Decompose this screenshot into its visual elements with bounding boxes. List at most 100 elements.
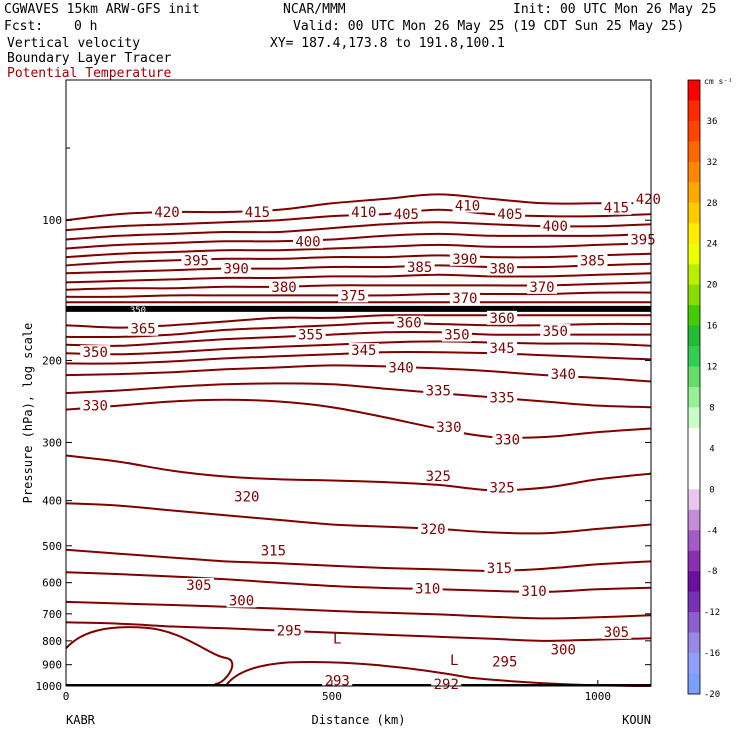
- contour-label: 400: [543, 219, 568, 235]
- contour-label-layer: 420 415 410 405 410 405 400 415 420 395 390 400 385 3…: [80, 191, 664, 693]
- contour-label: 365: [130, 322, 155, 338]
- colorbar-label: 36: [707, 117, 718, 127]
- contour-label-bg: [441, 327, 472, 342]
- isentrope-405: [65, 232, 652, 250]
- contour-label-bg: [431, 676, 462, 691]
- colorbar-swatch: [688, 407, 700, 429]
- contour-label-bg: [487, 340, 518, 355]
- contour-label-bg: [258, 543, 289, 558]
- isentrope-305: [65, 600, 652, 620]
- colorbar-label: 16: [707, 322, 718, 332]
- colorbar-label: 8: [709, 403, 714, 413]
- colorbar-swatch: [688, 161, 700, 183]
- contour-label: 295: [277, 623, 302, 639]
- isentrope-295-left: [65, 626, 234, 685]
- contour-label: 325: [489, 481, 514, 497]
- colorbar-frame: [687, 79, 701, 695]
- colorbar-label: 4: [709, 444, 714, 454]
- x-axis-label: Distance (km): [312, 713, 406, 727]
- contour-label-bg: [226, 593, 257, 608]
- isentrope-320: [65, 502, 652, 535]
- contour-label-bg: [487, 310, 518, 325]
- colorbar-swatch: [688, 653, 700, 675]
- contour-label-bg: [322, 673, 353, 688]
- colorbar-swatch: [688, 100, 700, 122]
- contour-label: 300: [551, 643, 576, 659]
- colorbar-swatch: [688, 427, 700, 449]
- y-tick-label: 800: [42, 635, 62, 648]
- x-tick-label: 500: [322, 690, 342, 703]
- y-tick-label: 900: [42, 659, 62, 672]
- contour-label: 410: [351, 205, 376, 221]
- contour-label-bg: [449, 291, 480, 306]
- colorbar-swatch: [688, 489, 700, 511]
- contour-label-bg: [601, 624, 632, 639]
- colorbar-label: -8: [707, 567, 718, 577]
- contour-label: 395: [184, 253, 209, 269]
- contour-label-bg: [633, 191, 664, 206]
- contour-label-bg: [242, 204, 273, 219]
- colorbar-swatch: [688, 571, 700, 593]
- contour-label: 410: [455, 199, 480, 215]
- contour-label-bg: [348, 343, 379, 358]
- contour-label-bg: [423, 468, 454, 483]
- contour-label: 400: [295, 234, 320, 250]
- contour-layer: [65, 193, 652, 687]
- contour-label: 380: [489, 262, 514, 278]
- contour-label: 395: [630, 232, 655, 248]
- contour-label: 305: [604, 625, 629, 641]
- colorbar-swatch: [688, 632, 700, 654]
- contour-label: 330: [436, 420, 461, 436]
- colorbar-label: -4: [707, 526, 718, 536]
- contour-label-bg: [519, 583, 549, 598]
- contour-label: 360: [489, 311, 514, 327]
- isentrope-300: [65, 621, 652, 642]
- colorbar-label: 24: [707, 240, 718, 250]
- contour-label-bg: [492, 432, 523, 447]
- isentrope-315: [65, 548, 652, 572]
- contour-label-bg: [80, 398, 111, 413]
- contour-label-bg: [423, 383, 454, 398]
- colorbar-unit: cm s⁻¹: [704, 77, 733, 86]
- org-label: NCAR/MMM: [283, 2, 346, 17]
- isentrope-365: [65, 314, 651, 329]
- contour-label: 340: [388, 360, 413, 376]
- colorbar-swatch: [688, 530, 700, 552]
- y-tick-label: 200: [42, 354, 62, 367]
- left-station-label: KABR: [66, 713, 96, 727]
- colorbar-swatch: [688, 182, 700, 204]
- field-boundary-layer-tracer: Boundary Layer Tracer: [7, 51, 172, 66]
- plot-frame: [65, 79, 652, 687]
- contour-label-bg: [394, 315, 425, 330]
- contour-label-bg: [495, 207, 526, 222]
- contour-label-bg: [487, 480, 518, 495]
- valid-time: Valid: 00 UTC Mon 26 May 25 (19 CDT Sun …: [293, 19, 685, 34]
- isentrope-325: [65, 454, 652, 492]
- contour-label-bg: [80, 345, 111, 360]
- contour-label-bg: [295, 327, 326, 342]
- colorbar-swatch: [688, 243, 700, 265]
- isentrope-385: [65, 272, 652, 284]
- contour-label-bg: [601, 200, 632, 215]
- contour-label-bg: [548, 367, 579, 382]
- isentrope-335: [65, 382, 652, 409]
- init-time: Init: 00 UTC Mon 26 May 25: [513, 2, 717, 17]
- contour-label: 385: [580, 253, 605, 269]
- contour-label-bg: [231, 489, 262, 504]
- contour-label: 310: [415, 582, 440, 598]
- contour-label: 320: [420, 522, 445, 538]
- contour-label: 300: [229, 593, 254, 609]
- x-tick-label: 0: [63, 690, 70, 703]
- contour-label: 415: [604, 201, 629, 217]
- contour-label: 335: [426, 383, 451, 399]
- contour-label-bg: [348, 204, 379, 219]
- contour-label: 385: [407, 260, 432, 276]
- contour-label: 330: [83, 399, 108, 415]
- contour-label-bg: [404, 259, 435, 274]
- colorbar: cm s⁻¹ 36 32 28 24 20 16 12 8 4 0 -4 -8 -12 -16 -20: [687, 77, 733, 700]
- field-potential-temperature: Potential Temperature: [7, 66, 172, 81]
- colorbar-label: 12: [707, 363, 718, 373]
- colorbar-swatch: [688, 366, 700, 388]
- contour-label: 320: [234, 490, 259, 506]
